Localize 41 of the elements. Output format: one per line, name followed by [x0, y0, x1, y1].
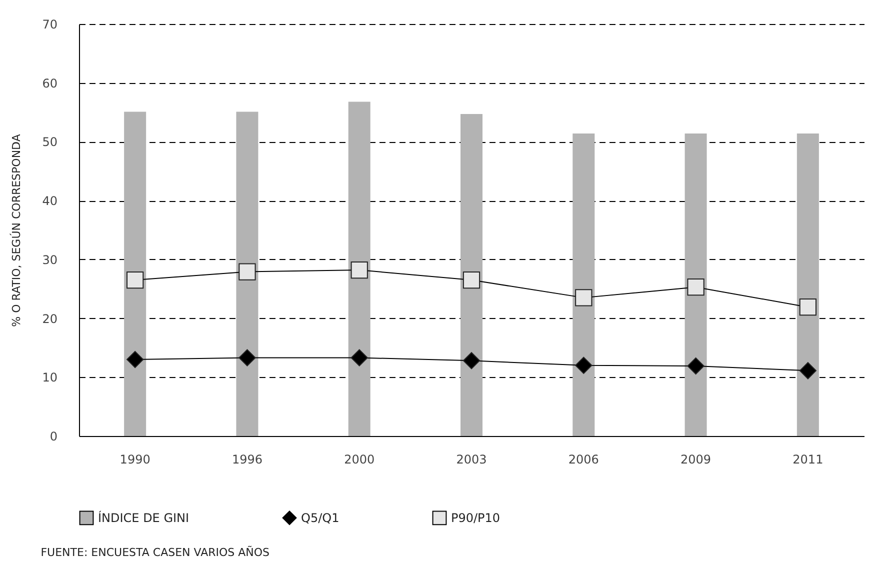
- x-tick-label: 2000: [344, 452, 375, 466]
- y-axis-title: % O RATIO, SEGÚN CORRESPONDA: [9, 134, 24, 327]
- y-tick-label: 40: [42, 194, 58, 208]
- point: [799, 298, 816, 316]
- x-tick-label: 2011: [792, 452, 824, 466]
- point: [350, 349, 368, 366]
- y-tick-label: 0: [50, 430, 58, 444]
- point: [462, 352, 480, 370]
- point: [575, 356, 592, 374]
- point: [575, 289, 592, 306]
- bar: [460, 114, 482, 436]
- legend-label: Q5/Q1: [301, 510, 340, 525]
- point: [687, 357, 704, 375]
- x-tick-label: 1996: [232, 452, 262, 466]
- bar: [684, 133, 707, 436]
- point: [799, 362, 816, 380]
- y-tick-label: 20: [42, 312, 58, 326]
- point: [126, 271, 144, 289]
- bar: [348, 102, 370, 436]
- legend-label: P90/P10: [451, 510, 500, 525]
- legend-label: ÍNDICE DE GINI: [98, 510, 190, 525]
- point: [126, 350, 144, 368]
- x-tick-label: 2003: [456, 452, 487, 466]
- point: [687, 278, 704, 296]
- bar: [796, 133, 819, 436]
- x-tick-label: 2009: [680, 452, 712, 466]
- y-tick-label: 10: [42, 370, 58, 385]
- source-note: FUENTE: ENCUESTA CASEN VARIOS AÑOS: [40, 545, 270, 559]
- bar: [124, 112, 146, 436]
- point: [238, 349, 256, 366]
- bar: [236, 112, 258, 436]
- y-tick-label: 70: [42, 18, 58, 32]
- point: [238, 263, 256, 280]
- y-tick-label: 50: [42, 135, 58, 150]
- x-tick-label: 2006: [568, 452, 599, 466]
- point: [462, 271, 480, 289]
- x-tick-label: 1990: [120, 452, 150, 466]
- point: [350, 261, 368, 279]
- y-tick-label: 60: [42, 76, 58, 90]
- y-tick-label: 30: [42, 252, 58, 267]
- bar: [572, 133, 595, 436]
